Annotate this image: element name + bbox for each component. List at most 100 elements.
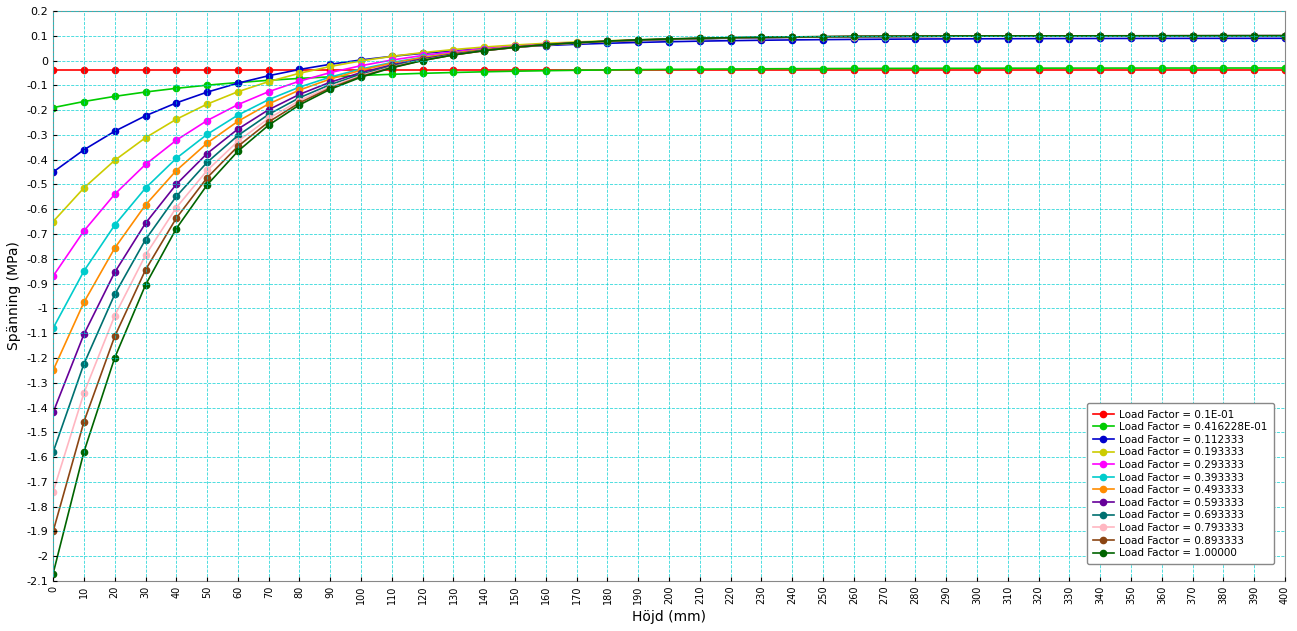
Load Factor = 0.1E-01 [754, 67, 769, 74]
Load Factor = 0.293333 [754, 34, 769, 42]
Load Factor = 0.693333 [169, 192, 184, 200]
Load Factor = 0.493333 [1123, 32, 1139, 40]
Load Factor = 0.193333 [106, 156, 122, 164]
Load Factor = 0.493333 [785, 33, 800, 41]
Load Factor = 0.793333 [200, 167, 215, 174]
Load Factor = 0.193333 [1062, 32, 1078, 40]
Load Factor = 0.1E-01 [415, 67, 431, 74]
Load Factor = 0.593333 [661, 35, 677, 43]
Load Factor = 0.393333 [106, 221, 122, 229]
Load Factor = 0.493333 [169, 167, 184, 174]
Load Factor = 0.416228E-01 [446, 69, 462, 76]
Load Factor = 0.793333 [877, 33, 892, 40]
Load Factor = 0.416228E-01 [599, 66, 615, 74]
Load Factor = 0.793333 [1185, 32, 1201, 40]
Line: Load Factor = 0.193333: Load Factor = 0.193333 [51, 33, 1288, 225]
Load Factor = 0.293333 [415, 52, 431, 59]
Line: Load Factor = 0.1E-01: Load Factor = 0.1E-01 [51, 68, 1288, 74]
Load Factor = 0.693333 [693, 35, 708, 42]
Load Factor = 1.00000 [661, 35, 677, 43]
Load Factor = 0.112333 [969, 35, 984, 42]
Load Factor = 0.793333 [939, 32, 955, 40]
Load Factor = 0.393333 [569, 39, 585, 47]
Load Factor = 1.00000 [785, 33, 800, 40]
Load Factor = 0.393333 [230, 111, 245, 119]
Load Factor = 0.693333 [1000, 32, 1016, 40]
Load Factor = 0.393333 [1031, 32, 1047, 40]
Load Factor = 0.593333 [939, 32, 955, 40]
Load Factor = 0.893333 [261, 118, 276, 126]
Load Factor = 0.193333 [1246, 32, 1262, 40]
Load Factor = 0.1E-01 [1185, 67, 1201, 74]
Load Factor = 0.416228E-01 [77, 98, 92, 105]
Load Factor = 0.293333 [476, 45, 492, 52]
Load Factor = 0.393333 [261, 96, 276, 103]
Load Factor = 0.416228E-01 [538, 67, 554, 74]
Load Factor = 0.593333 [569, 39, 585, 47]
Line: Load Factor = 0.416228E-01: Load Factor = 0.416228E-01 [51, 65, 1288, 110]
Load Factor = 0.493333 [1278, 32, 1293, 40]
Load Factor = 1.00000 [1123, 32, 1139, 40]
Load Factor = 0.293333 [1062, 32, 1078, 40]
Load Factor = 0.593333 [908, 33, 923, 40]
Load Factor = 0.393333 [661, 36, 677, 44]
Load Factor = 1.00000 [1062, 32, 1078, 40]
Load Factor = 0.893333 [877, 33, 892, 40]
Load Factor = 0.393333 [1000, 32, 1016, 40]
Load Factor = 0.1E-01 [538, 67, 554, 74]
Load Factor = 0.693333 [1123, 32, 1139, 40]
Line: Load Factor = 1.00000: Load Factor = 1.00000 [51, 33, 1288, 577]
Load Factor = 0.112333 [754, 37, 769, 44]
Load Factor = 0.193333 [384, 52, 399, 60]
Load Factor = 0.416228E-01 [476, 68, 492, 76]
Load Factor = 0.112333 [1062, 35, 1078, 42]
Load Factor = 1.00000 [1185, 32, 1201, 40]
Load Factor = 0.893333 [569, 39, 585, 47]
Y-axis label: Spänning (MPa): Spänning (MPa) [6, 242, 21, 350]
Load Factor = 0.693333 [384, 62, 399, 70]
Load Factor = 0.493333 [1062, 32, 1078, 40]
Load Factor = 0.893333 [1062, 32, 1078, 40]
Load Factor = 0.1E-01 [261, 67, 276, 74]
Load Factor = 0.1E-01 [661, 67, 677, 74]
Load Factor = 1.00000 [384, 64, 399, 71]
Load Factor = 0.193333 [1123, 32, 1139, 40]
Load Factor = 0.193333 [446, 46, 462, 54]
Load Factor = 0.1E-01 [230, 67, 245, 74]
Load Factor = 0.493333 [1215, 32, 1231, 40]
Load Factor = 0.893333 [106, 333, 122, 340]
Load Factor = 0.793333 [292, 97, 307, 104]
Load Factor = 0.893333 [969, 32, 984, 40]
Load Factor = 0.793333 [1215, 32, 1231, 40]
Load Factor = 0.112333 [415, 49, 431, 57]
Load Factor = 1.00000 [137, 281, 153, 289]
Load Factor = 0.593333 [45, 409, 61, 416]
Load Factor = 0.193333 [169, 115, 184, 123]
Line: Load Factor = 0.793333: Load Factor = 0.793333 [51, 33, 1288, 495]
Legend: Load Factor = 0.1E-01, Load Factor = 0.416228E-01, Load Factor = 0.112333, Load : Load Factor = 0.1E-01, Load Factor = 0.4… [1087, 403, 1274, 564]
Load Factor = 1.00000 [1215, 32, 1231, 40]
Load Factor = 0.193333 [476, 44, 492, 51]
Load Factor = 0.393333 [200, 131, 215, 138]
Load Factor = 0.793333 [415, 56, 431, 64]
Load Factor = 0.1E-01 [1154, 67, 1170, 74]
Load Factor = 0.893333 [1092, 32, 1108, 40]
Line: Load Factor = 0.112333: Load Factor = 0.112333 [51, 35, 1288, 175]
Load Factor = 0.112333 [137, 112, 153, 119]
Load Factor = 0.1E-01 [169, 67, 184, 74]
Load Factor = 0.493333 [353, 66, 368, 74]
Load Factor = 0.393333 [169, 155, 184, 162]
Load Factor = 0.416228E-01 [661, 66, 677, 73]
Load Factor = 0.293333 [538, 40, 554, 48]
Load Factor = 0.193333 [77, 184, 92, 192]
Load Factor = 0.693333 [1154, 32, 1170, 40]
Load Factor = 0.293333 [1092, 32, 1108, 40]
Load Factor = 0.293333 [1185, 32, 1201, 40]
Load Factor = 0.593333 [446, 50, 462, 58]
Load Factor = 0.893333 [754, 33, 769, 41]
Load Factor = 0.593333 [1185, 32, 1201, 40]
Load Factor = 0.416228E-01 [384, 71, 399, 78]
Line: Load Factor = 0.293333: Load Factor = 0.293333 [51, 33, 1288, 280]
Load Factor = 0.693333 [877, 33, 892, 40]
Line: Load Factor = 0.893333: Load Factor = 0.893333 [51, 33, 1288, 534]
